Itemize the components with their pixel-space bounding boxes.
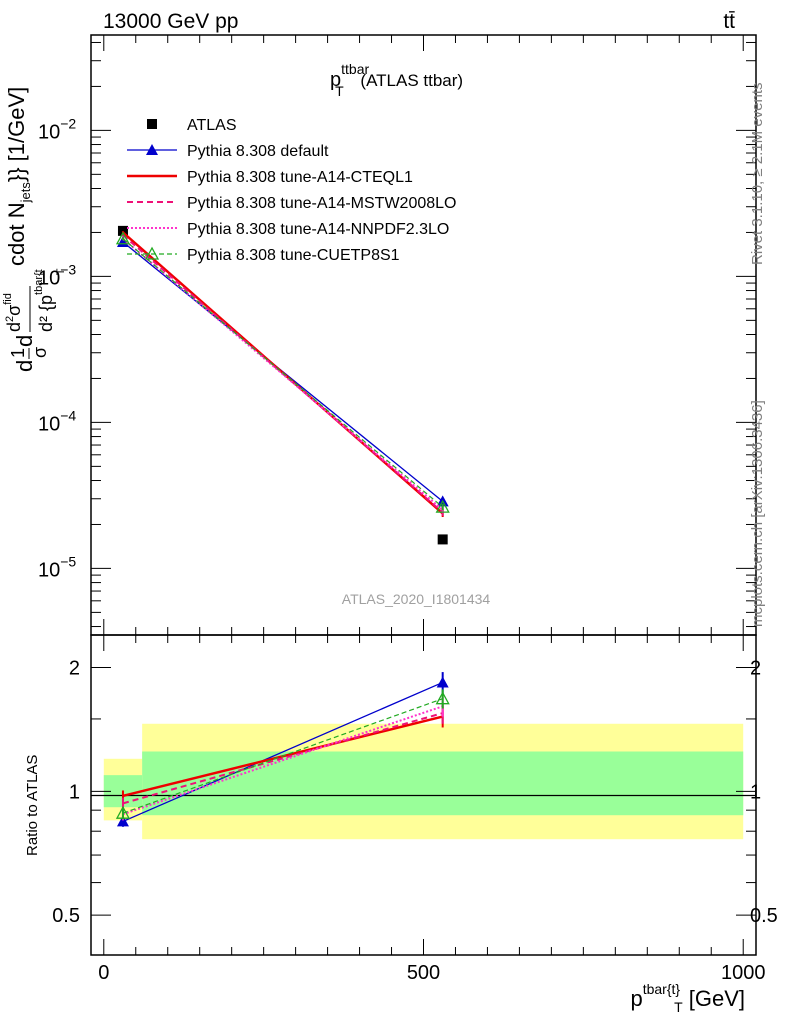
analysis-watermark: ATLAS_2020_I1801434 bbox=[342, 591, 491, 607]
ratio-series-group bbox=[115, 672, 450, 827]
ylabel-d: d bbox=[12, 360, 37, 372]
ratio-ytick-label-right: 0.5 bbox=[750, 905, 778, 927]
x-axis-label: ptbar{t} T [GeV] bbox=[630, 981, 745, 1015]
axis-ticks: 10−2 10−3 10−4 10−5 0 500 1000 2 2 1 1 0.5 0.5 bbox=[38, 35, 778, 984]
ratio-bands bbox=[103, 723, 744, 840]
plot-title-rest: (ATLAS ttbar) bbox=[356, 71, 463, 90]
ylabel-frac1-num: 1 bbox=[8, 348, 28, 358]
ratio-1-point-1 bbox=[436, 676, 449, 688]
ratio-ytick-label-right: 2 bbox=[750, 658, 761, 680]
plot-title-sub: T bbox=[335, 83, 344, 99]
legend-marker-0 bbox=[147, 119, 157, 129]
ratio-ytick-label: 2 bbox=[69, 658, 80, 680]
main-ytick-label: 10−2 bbox=[38, 115, 76, 143]
ratio-1-point-0 bbox=[116, 815, 129, 827]
ratio-5-point-1 bbox=[435, 691, 450, 705]
main-series-group bbox=[115, 225, 450, 545]
ylabel-fid: fid bbox=[2, 293, 14, 305]
ylabel-numerator: d2σfid bbox=[2, 293, 24, 332]
ratio-ytick-label: 1 bbox=[69, 781, 80, 803]
legend-marker-5 bbox=[144, 246, 160, 260]
legend-label-1: Pythia 8.308 default bbox=[187, 143, 329, 160]
plot-title-p: p bbox=[330, 69, 341, 91]
series-5-point-1 bbox=[435, 499, 450, 513]
legend-label-5: Pythia 8.308 tune-CUETP8S1 bbox=[187, 247, 400, 264]
series-4-line bbox=[122, 238, 444, 511]
legend-marker-1 bbox=[146, 144, 158, 155]
legend-label-0: ATLAS bbox=[187, 117, 237, 134]
main-ytick-label: 10−3 bbox=[38, 261, 76, 289]
ratio-ytick-label-right: 1 bbox=[750, 781, 761, 803]
green-band-1 bbox=[142, 751, 744, 816]
header-process: 13000 GeV pp bbox=[103, 10, 238, 33]
series-0-point-1 bbox=[437, 534, 448, 545]
ratio-5-line bbox=[122, 698, 443, 814]
legend-label-4: Pythia 8.308 tune-A14-NNPDF2.3LO bbox=[187, 221, 449, 238]
header-ttbar: tt̄ bbox=[723, 10, 735, 33]
ratio-xtick-label: 500 bbox=[407, 962, 440, 984]
main-ytick-label: 10−4 bbox=[38, 407, 76, 435]
ratio-1-line bbox=[122, 681, 443, 823]
ratio-xtick-label: 0 bbox=[98, 962, 109, 984]
legend-label-2: Pythia 8.308 tune-A14-CTEQL1 bbox=[187, 169, 413, 186]
ratio-xtick-label: 1000 bbox=[721, 962, 766, 984]
svg-text:d: d bbox=[12, 360, 37, 372]
plot-title-sup: ttbar bbox=[341, 61, 369, 77]
main-ytick-label: 10−5 bbox=[38, 553, 76, 581]
ylabel-denominator: d² {ptbar{t T bbox=[33, 268, 67, 332]
rivet-version-label: Rivet 3.1.10, ≥ 2.1M events bbox=[749, 83, 766, 266]
ylabel-rest: cdot Njets}} [1/GeV] bbox=[4, 87, 33, 266]
legend-label-3: Pythia 8.308 tune-A14-MSTW2008LO bbox=[187, 195, 456, 212]
plot-title: pttbar T (ATLAS ttbar) bbox=[330, 61, 463, 99]
main-y-axis-label: d 1 σ d d2σfid d² {ptbar{t T cdot Njets}}… bbox=[2, 87, 67, 372]
series-5-line bbox=[122, 238, 444, 508]
ylabel-frac1-den: σ bbox=[30, 347, 50, 358]
ratio-3-line bbox=[122, 712, 443, 805]
ratio-ytick-label: 0.5 bbox=[52, 905, 80, 927]
ylabel-d2: d bbox=[12, 335, 37, 347]
series-5-point-0 bbox=[115, 231, 131, 245]
legend: ATLAS Pythia 8.308 default Pythia 8.308 tu… bbox=[127, 117, 456, 264]
ratio-y-axis-label: Ratio to ATLAS bbox=[24, 755, 41, 856]
ratio-5-point-0 bbox=[115, 805, 131, 819]
mcplots-label: mcplots.cern.ch [arXiv:1306.3436] bbox=[749, 400, 766, 627]
ratio-4-line bbox=[122, 705, 444, 816]
series-0-point-0 bbox=[117, 225, 128, 236]
